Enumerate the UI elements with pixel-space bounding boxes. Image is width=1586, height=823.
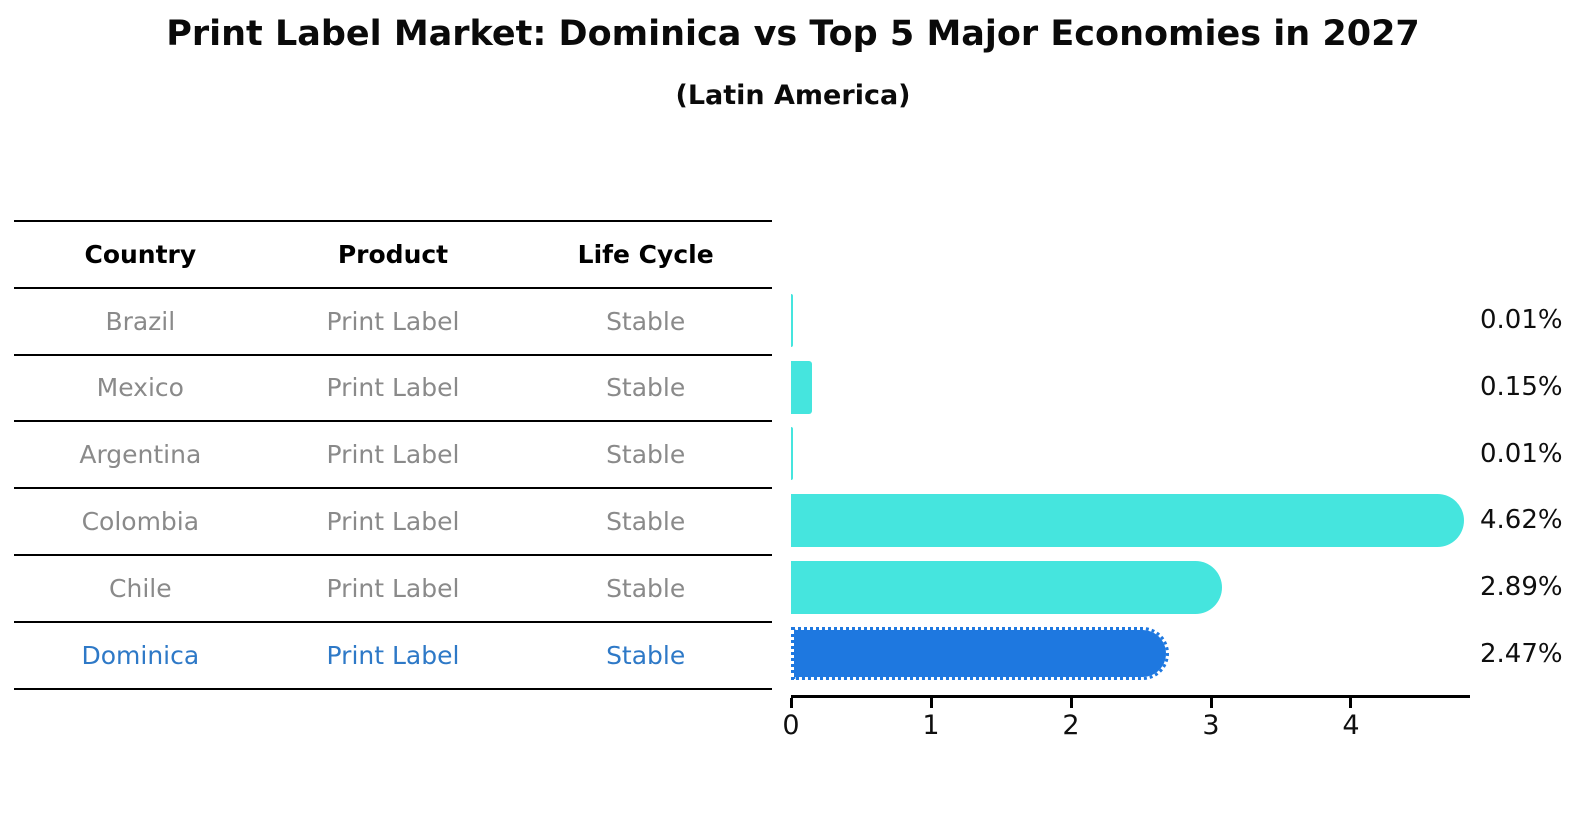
bar — [791, 360, 812, 414]
column-header-product: Product — [337, 239, 449, 269]
bar-row — [791, 554, 1470, 621]
cell-lifecycle: Stable — [606, 640, 686, 670]
x-tick-label: 3 — [1202, 710, 1220, 741]
x-tick-mark — [1349, 698, 1353, 708]
bar — [791, 493, 1464, 547]
cell-country: Mexico — [96, 373, 184, 403]
cell-country: Dominica — [81, 640, 200, 670]
cell-product: Print Label — [326, 573, 460, 603]
value-label: 0.01% — [1480, 305, 1563, 336]
x-tick-mark — [789, 698, 793, 708]
country-table: Country Product Life Cycle Brazil Print … — [14, 220, 772, 690]
bar — [791, 560, 1222, 614]
value-label-column: 0.01% 0.15% 0.01% 4.62% 2.89% 2.47% — [1480, 287, 1584, 687]
chart-subtitle: (Latin America) — [675, 80, 911, 111]
x-tick-mark — [1209, 698, 1213, 708]
value-label: 2.89% — [1480, 572, 1563, 603]
bar-row — [791, 420, 1470, 487]
cell-country: Chile — [109, 573, 172, 603]
table-row: Mexico Print Label Stable — [14, 353, 772, 421]
table-row: Colombia Print Label Stable — [14, 487, 772, 554]
bar-plot-area — [791, 287, 1470, 687]
x-tick-mark — [1069, 698, 1073, 708]
bar-row — [791, 620, 1470, 687]
cell-lifecycle: Stable — [606, 373, 686, 403]
bar-row — [791, 487, 1470, 554]
column-header-country: Country — [84, 239, 197, 269]
x-axis-line — [791, 695, 1470, 698]
table-row: Dominica Print Label Stable — [14, 620, 772, 688]
value-label: 0.15% — [1480, 372, 1563, 403]
x-tick-label: 2 — [1062, 710, 1080, 741]
cell-product: Print Label — [326, 640, 460, 670]
cell-lifecycle: Stable — [606, 573, 686, 603]
x-axis-ticks: 0 1 2 3 4 — [782, 698, 1470, 741]
cell-lifecycle: Stable — [606, 507, 686, 537]
value-label: 4.62% — [1480, 505, 1563, 536]
x-tick-label: 1 — [922, 710, 940, 741]
table-row: Brazil Print Label Stable — [14, 286, 772, 354]
cell-product: Print Label — [326, 373, 460, 403]
cell-product: Print Label — [326, 440, 460, 470]
x-tick-label: 4 — [1342, 710, 1360, 741]
table-row: Chile Print Label Stable — [14, 553, 772, 621]
value-label: 0.01% — [1480, 438, 1563, 469]
cell-country: Argentina — [79, 440, 202, 470]
table-row: Argentina Print Label Stable — [14, 420, 772, 487]
cell-lifecycle: Stable — [606, 306, 686, 336]
chart-title: Print Label Market: Dominica vs Top 5 Ma… — [166, 14, 1420, 54]
x-tick-label: 0 — [782, 710, 800, 741]
column-header-lifecycle: Life Cycle — [577, 239, 714, 269]
value-label: 2.47% — [1480, 638, 1563, 669]
bar — [791, 293, 793, 347]
bar-row — [791, 287, 1470, 354]
bar — [791, 627, 1169, 681]
cell-country: Colombia — [81, 507, 200, 537]
cell-product: Print Label — [326, 507, 460, 537]
cell-country: Brazil — [105, 306, 176, 336]
x-tick-mark — [929, 698, 933, 708]
bar-row — [791, 354, 1470, 421]
table-header-row: Country Product Life Cycle — [14, 220, 772, 287]
cell-product: Print Label — [326, 306, 460, 336]
bar — [791, 427, 793, 481]
cell-lifecycle: Stable — [606, 440, 686, 470]
